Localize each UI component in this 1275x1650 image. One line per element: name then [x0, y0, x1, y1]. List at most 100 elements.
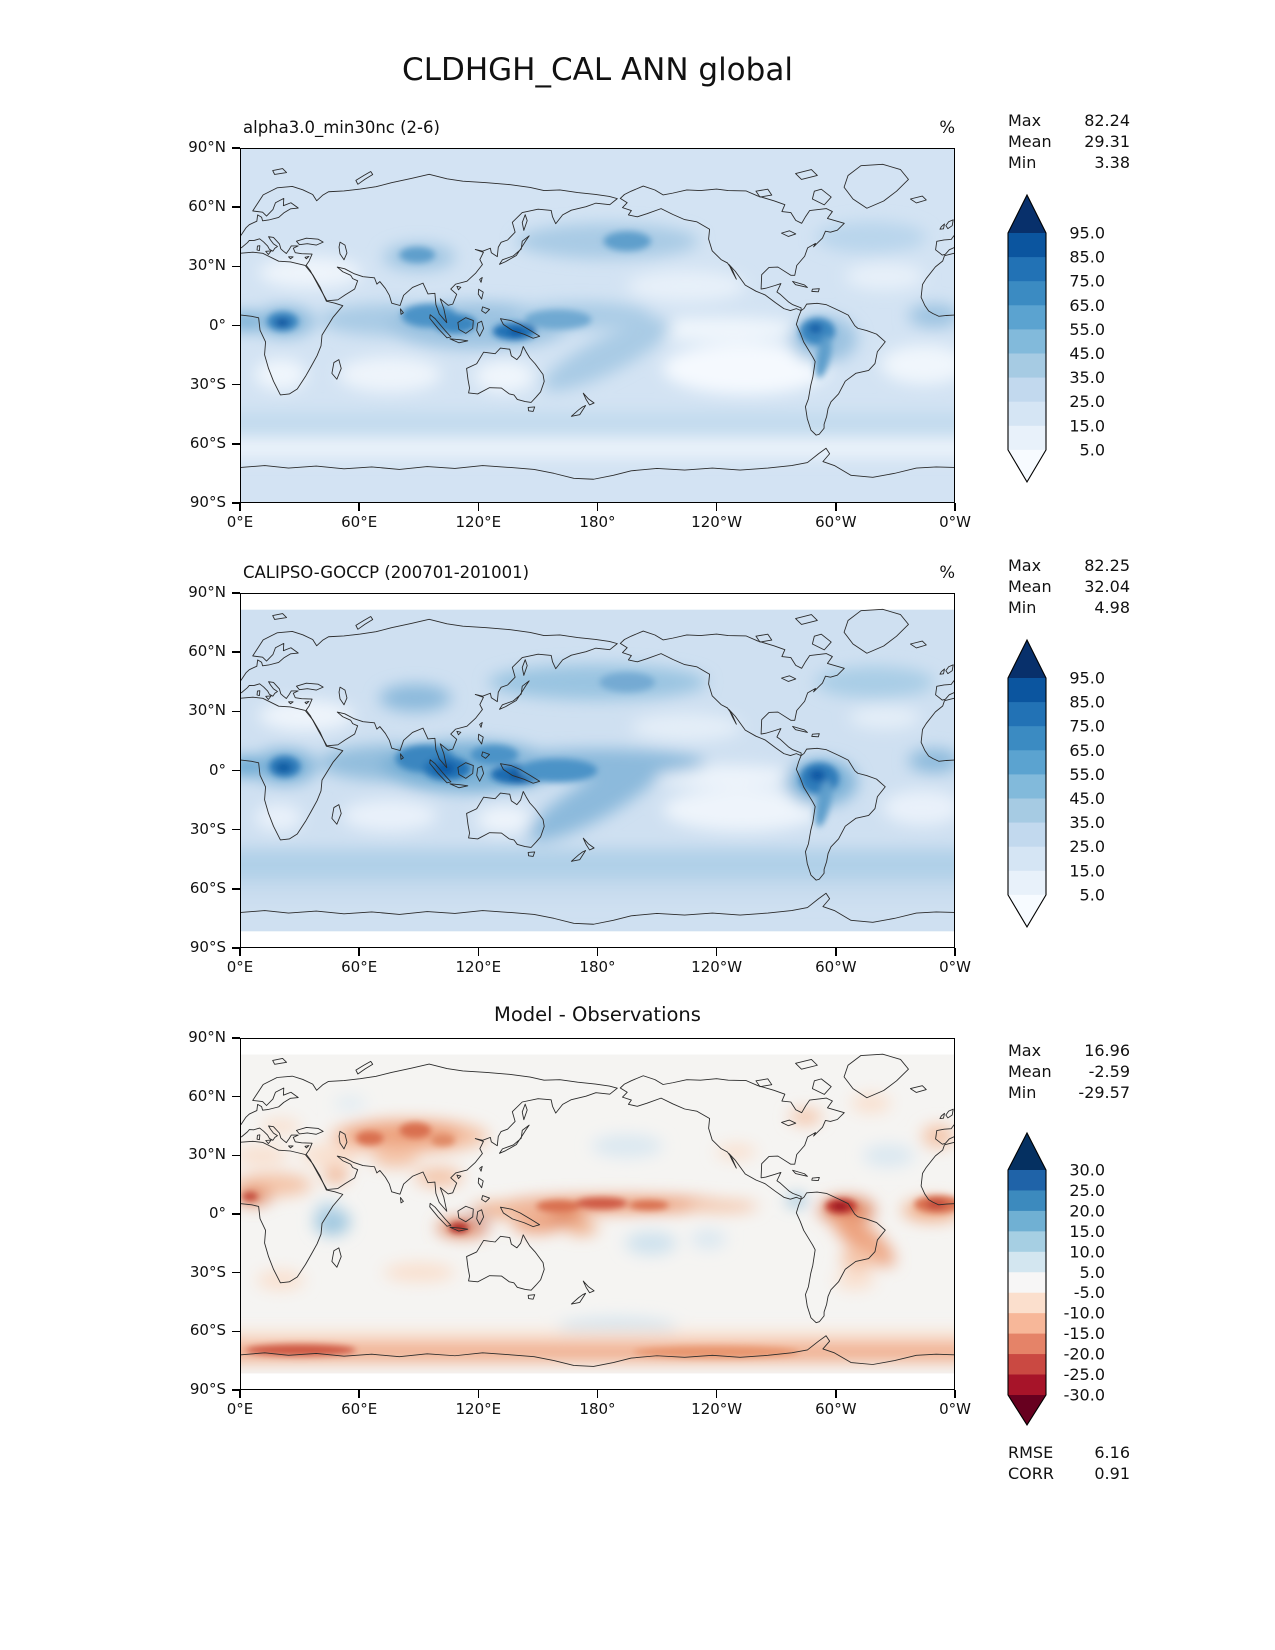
colorbar-tick-label: -30.0	[1064, 1385, 1105, 1404]
stat-row: Min 3.38	[1008, 152, 1130, 173]
y-axis-tick-label: 60°S	[189, 878, 226, 897]
y-axis-tick	[232, 1213, 240, 1215]
map-model	[240, 148, 955, 503]
x-axis-tick-label: 0°W	[939, 1400, 971, 1418]
x-axis-tick-label: 60°W	[815, 1400, 857, 1418]
x-axis-tick-label: 60°W	[815, 513, 857, 531]
colorbar-tick-label: 15.0	[1069, 1222, 1105, 1241]
x-axis-tick	[954, 948, 956, 956]
colorbar-tick-label: 5.0	[1080, 440, 1105, 459]
x-axis-tick	[835, 1390, 837, 1398]
x-axis-tick	[954, 1390, 956, 1398]
stat-row: Mean 32.04	[1008, 576, 1130, 597]
y-axis-tick	[232, 1095, 240, 1098]
y-axis-tick-label: 90°N	[188, 1028, 226, 1046]
y-axis-tick-label: 60°N	[188, 197, 226, 216]
metric-row: RMSE 6.16	[1008, 1442, 1130, 1463]
y-axis-tick-label: 60°N	[188, 1086, 226, 1105]
panel-unit-obs: %	[939, 563, 955, 582]
colorbar-tick-label: 10.0	[1069, 1242, 1105, 1261]
stat-row: Min -29.57	[1008, 1082, 1130, 1103]
colorbar-obs: 95.0 85.0 75.0 65.0 55.0 45.0 35.0 25.0 15.0 5.0	[1007, 638, 1105, 928]
y-axis-tick	[232, 443, 240, 445]
stat-label: Max	[1008, 111, 1042, 130]
panel-title-model: alpha3.0_min30nc (2-6)	[243, 118, 440, 137]
panel-title-diff: Model - Observations	[494, 1003, 701, 1026]
y-axis-tick	[232, 1271, 240, 1274]
y-axis-tick	[232, 324, 240, 327]
stat-row: Max 82.25	[1008, 555, 1130, 576]
figure-title: CLDHGH_CAL ANN global	[402, 52, 793, 88]
metric-row: CORR 0.91	[1008, 1463, 1130, 1484]
colorbar-tick-label: 65.0	[1069, 296, 1105, 315]
x-axis-tick-label: 60°E	[341, 958, 378, 976]
colorbar-tick-label: 15.0	[1069, 416, 1105, 435]
x-axis-tick-label: 180°	[579, 958, 616, 976]
stat-value: -29.57	[1078, 1083, 1130, 1102]
y-axis-tick	[232, 651, 240, 653]
x-axis-tick	[596, 1390, 599, 1398]
x-axis-tick-label: 0°W	[939, 958, 971, 976]
y-axis-tick-label: 90°S	[189, 493, 226, 511]
x-axis-tick-label: 60°E	[341, 1400, 378, 1418]
x-axis-tick	[239, 1390, 241, 1398]
y-axis-tick	[232, 265, 240, 268]
x-axis-tick	[239, 503, 241, 511]
stat-label: Min	[1008, 598, 1037, 617]
y-axis-tick-label: 90°S	[189, 938, 226, 956]
y-axis-tick-label: 90°N	[188, 138, 226, 156]
x-axis-tick-label: 60°E	[341, 513, 378, 531]
x-axis-tick	[358, 503, 360, 511]
x-axis-tick	[358, 1390, 360, 1398]
x-axis-tick	[477, 503, 480, 511]
stat-value: 29.31	[1084, 132, 1130, 151]
y-axis-tick-label: 60°S	[189, 1321, 226, 1340]
x-axis-tick-label: 180°	[579, 513, 616, 531]
panel-title-obs: CALIPSO-GOCCP (200701-201001)	[243, 563, 530, 582]
colorbar-tick-label: 45.0	[1069, 344, 1105, 363]
x-axis-tick-label: 0°E	[226, 513, 254, 531]
stat-row: Mean 29.31	[1008, 131, 1130, 152]
y-axis-tick	[232, 206, 240, 208]
stat-label: Max	[1008, 556, 1042, 575]
colorbar-tick-label: 35.0	[1069, 813, 1105, 832]
metric-value: 6.16	[1094, 1443, 1130, 1462]
colorbar-tick-label: 25.0	[1069, 1181, 1105, 1200]
colorbar-tick-label: 55.0	[1069, 320, 1105, 339]
stat-row: Min 4.98	[1008, 597, 1130, 618]
x-axis-tick-label: 120°E	[455, 1400, 502, 1418]
y-axis-tick-label: 0°	[208, 760, 226, 779]
y-axis-tick	[232, 947, 240, 949]
metric-label: CORR	[1008, 1464, 1054, 1483]
x-axis-tick	[358, 948, 360, 956]
y-axis-tick	[232, 502, 240, 504]
stat-label: Mean	[1008, 577, 1052, 596]
stat-value: -2.59	[1088, 1062, 1130, 1081]
stat-value: 82.25	[1084, 556, 1130, 575]
stats-diff: Max 16.96 Mean -2.59 Min -29.57	[1008, 1040, 1130, 1103]
y-axis-tick	[232, 710, 240, 713]
stat-row: Max 16.96	[1008, 1040, 1130, 1061]
colorbar-tick-label: 45.0	[1069, 789, 1105, 808]
colorbar-tick-label: 5.0	[1080, 885, 1105, 904]
y-axis-tick-label: 60°N	[188, 642, 226, 661]
y-axis-tick-label: 60°S	[189, 433, 226, 452]
x-axis-tick-label: 60°W	[815, 958, 857, 976]
metric-label: RMSE	[1008, 1443, 1054, 1462]
colorbar-diff: 30.025.020.0 15.010.0 5.0-5.0 -10.0-15.0 -20…	[1007, 1131, 1105, 1426]
map-model-svg	[241, 149, 954, 502]
y-axis-tick-label: 30°S	[189, 819, 226, 838]
x-axis-tick	[596, 948, 599, 956]
colorbar-tick-label: 25.0	[1069, 837, 1105, 856]
colorbar-tick-label: 30.0	[1069, 1161, 1105, 1180]
colorbar-tick-label: -20.0	[1064, 1345, 1105, 1364]
y-axis-tick-label: 30°N	[188, 701, 226, 720]
colorbar-tick-label: 95.0	[1069, 669, 1105, 688]
stat-label: Mean	[1008, 1062, 1052, 1081]
x-axis-tick	[954, 503, 956, 511]
colorbar-tick-label: -15.0	[1064, 1324, 1105, 1343]
colorbar-tick-label: 85.0	[1069, 248, 1105, 267]
stat-value: 32.04	[1084, 577, 1130, 596]
x-axis-tick	[715, 948, 718, 956]
stat-value: 16.96	[1084, 1041, 1130, 1060]
